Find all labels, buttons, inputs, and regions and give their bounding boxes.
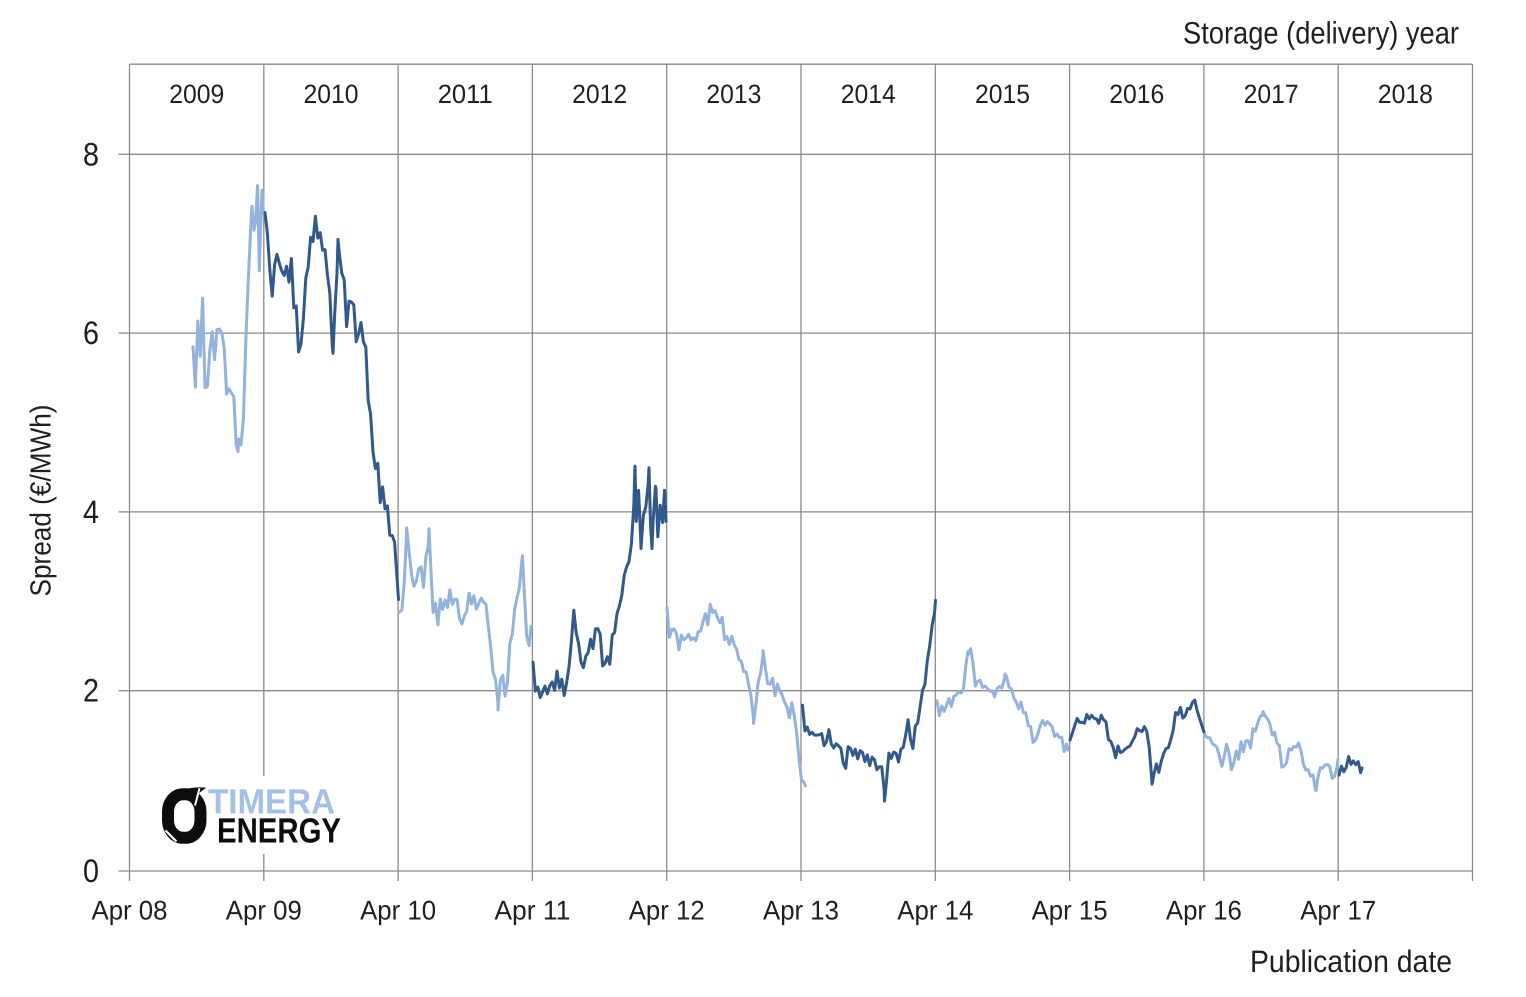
svg-text:8: 8 <box>83 136 99 172</box>
svg-text:Apr 16: Apr 16 <box>1166 896 1242 926</box>
svg-text:0: 0 <box>83 853 99 889</box>
svg-text:Spread (€/MWh): Spread (€/MWh) <box>26 405 58 597</box>
svg-text:2010: 2010 <box>304 79 359 109</box>
svg-text:Apr 09: Apr 09 <box>226 896 302 926</box>
svg-text:2: 2 <box>83 673 99 709</box>
svg-text:Apr 15: Apr 15 <box>1032 896 1108 926</box>
svg-text:Apr 11: Apr 11 <box>494 896 570 926</box>
svg-text:2017: 2017 <box>1244 79 1299 109</box>
svg-text:2013: 2013 <box>706 79 761 109</box>
svg-text:2014: 2014 <box>841 79 896 109</box>
svg-text:2018: 2018 <box>1378 79 1433 109</box>
svg-text:Apr 10: Apr 10 <box>360 896 436 926</box>
svg-text:2015: 2015 <box>975 79 1030 109</box>
svg-text:Apr 14: Apr 14 <box>897 896 973 926</box>
svg-text:2012: 2012 <box>572 79 627 109</box>
svg-text:Publication date: Publication date <box>1250 944 1452 979</box>
svg-text:Storage (delivery) year: Storage (delivery) year <box>1183 16 1459 51</box>
svg-text:Apr 17: Apr 17 <box>1300 896 1376 926</box>
svg-text:2016: 2016 <box>1109 79 1164 109</box>
svg-text:Apr 12: Apr 12 <box>629 896 705 926</box>
svg-text:4: 4 <box>83 494 99 530</box>
svg-text:6: 6 <box>83 315 99 351</box>
svg-text:TIMERA: TIMERA <box>208 783 335 822</box>
svg-text:2009: 2009 <box>169 79 224 109</box>
svg-text:2011: 2011 <box>438 79 493 109</box>
svg-text:ENERGY: ENERGY <box>217 812 341 851</box>
svg-text:Apr 08: Apr 08 <box>92 896 168 926</box>
svg-text:Apr 13: Apr 13 <box>763 896 839 926</box>
